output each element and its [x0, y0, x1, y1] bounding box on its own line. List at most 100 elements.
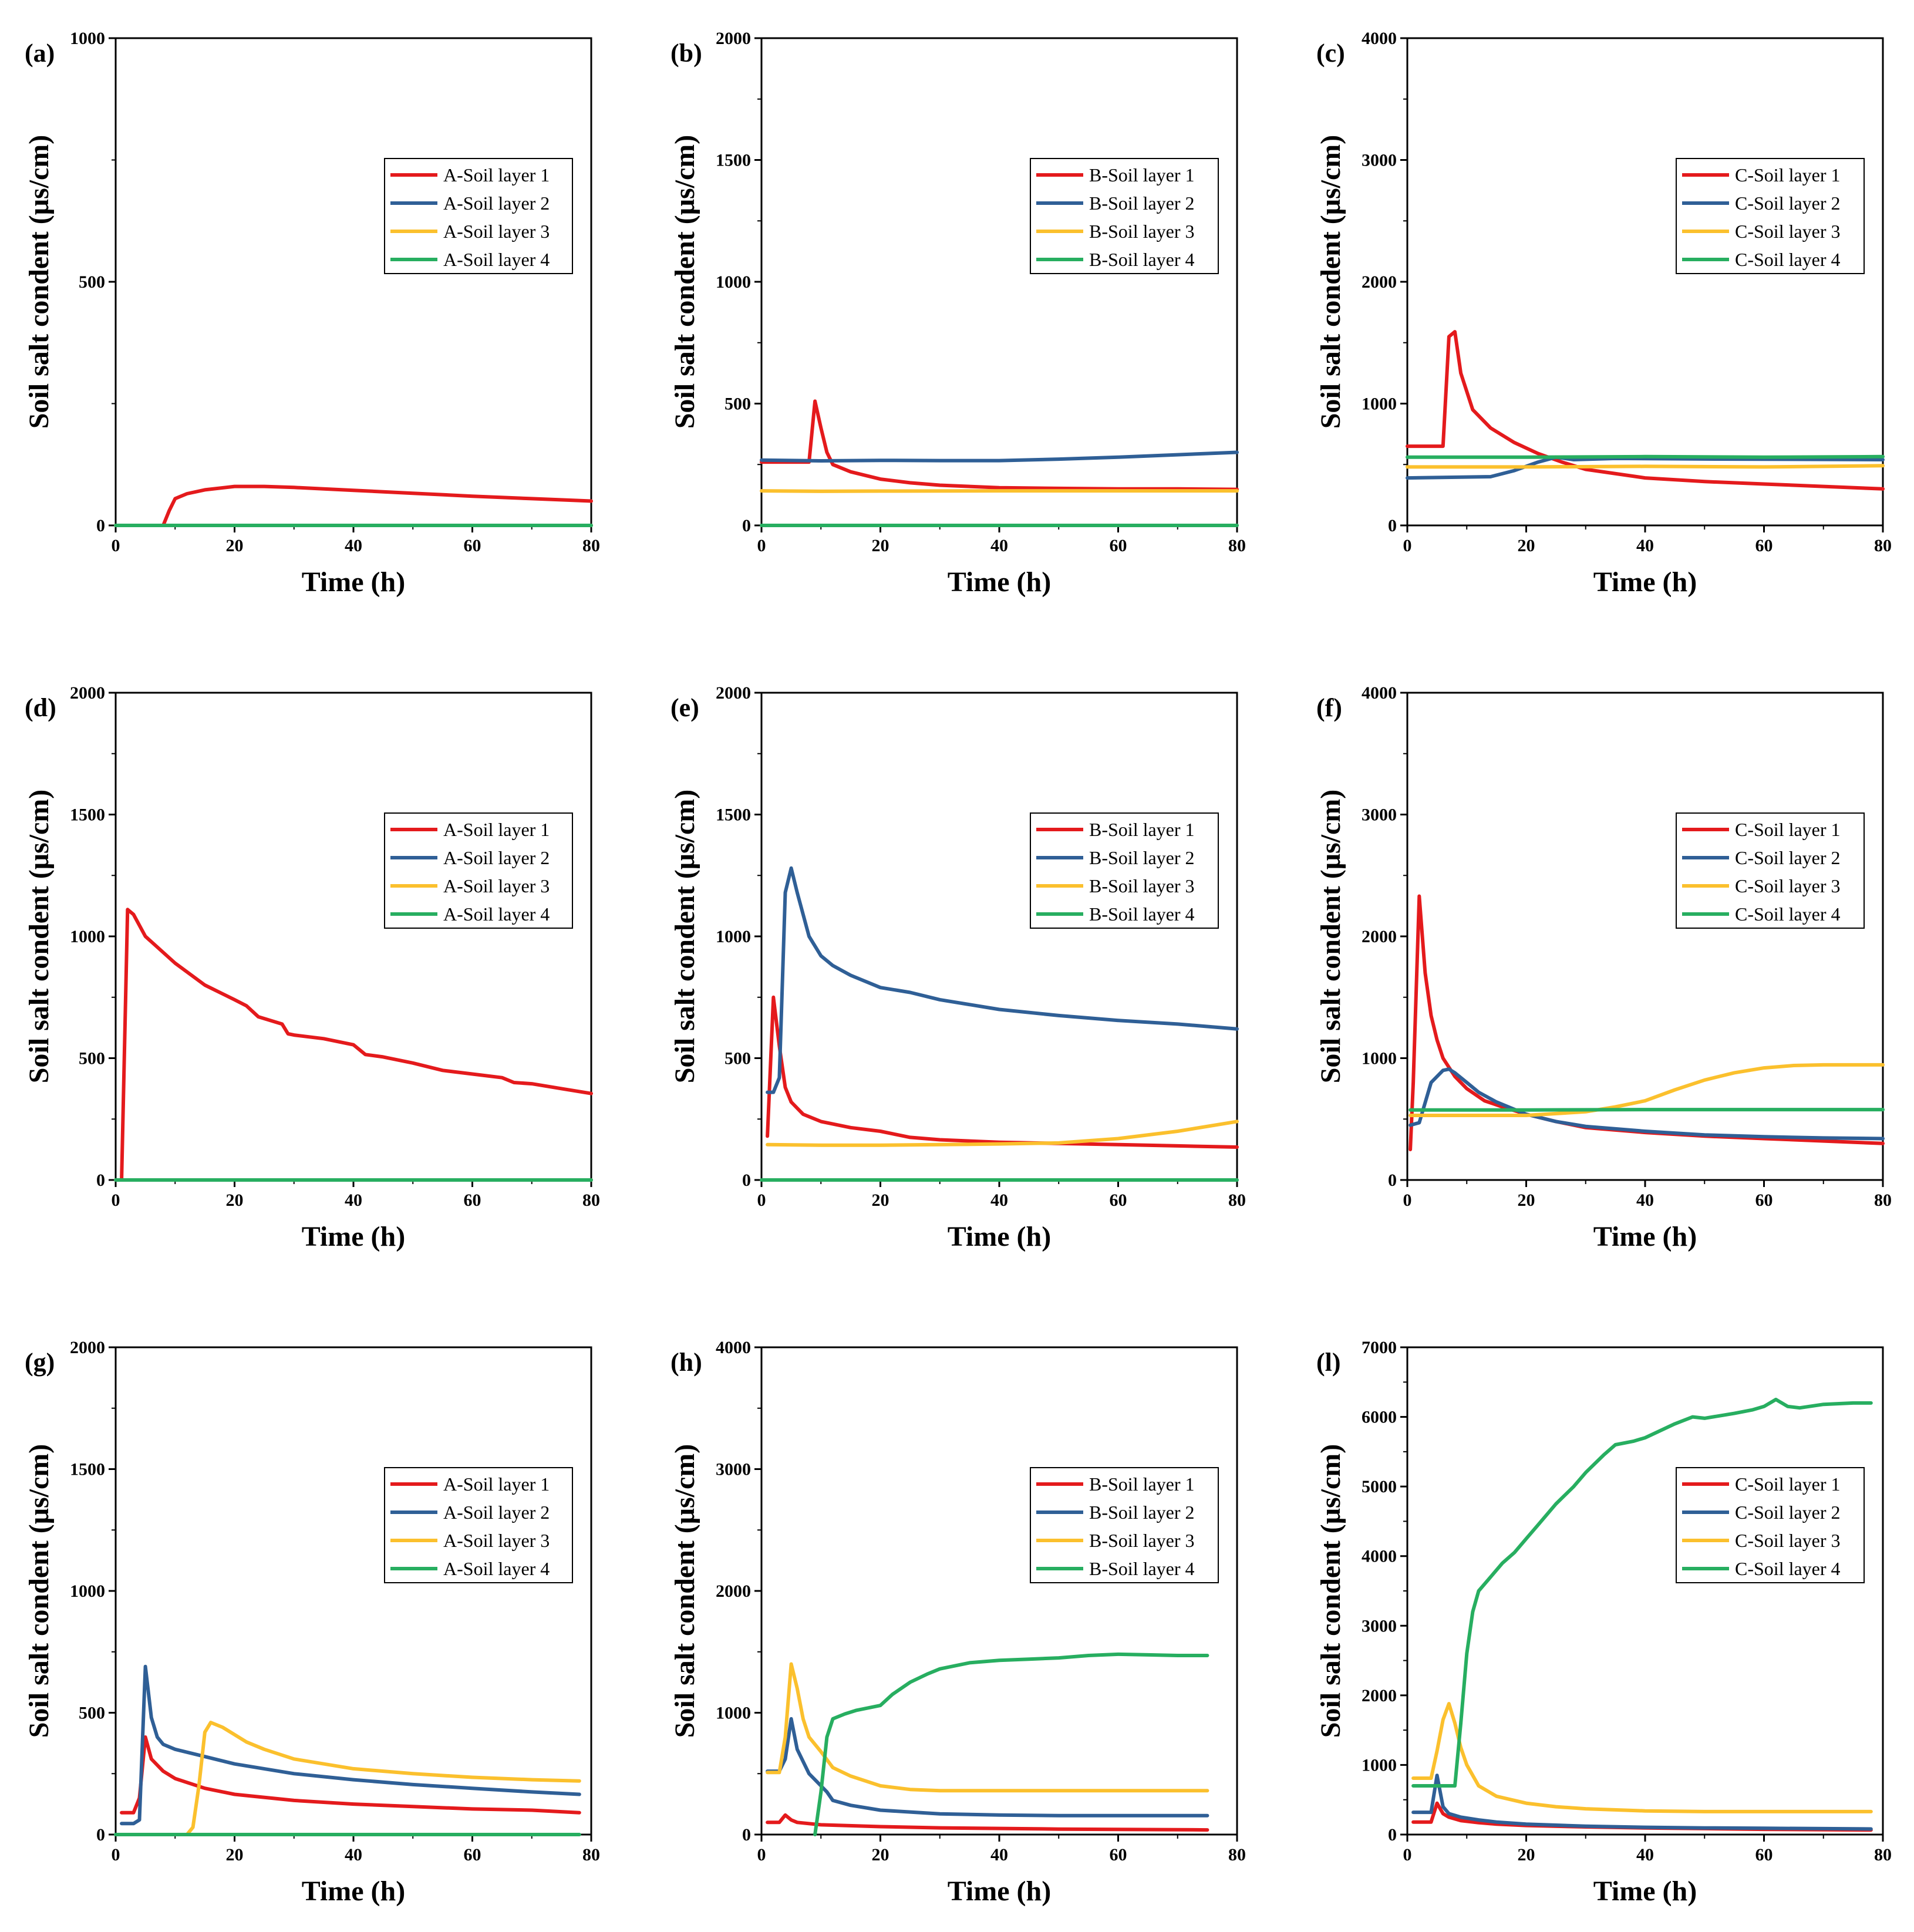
- legend-label: B-Soil layer 3: [1089, 875, 1195, 896]
- legend-label: C-Soil layer 4: [1735, 1558, 1841, 1579]
- x-tick-label: 80: [1874, 536, 1892, 555]
- legend: B-Soil layer 1 B-Soil layer 2 B-Soil layer…: [1030, 1467, 1219, 1583]
- y-tick-label: 3000: [1362, 151, 1397, 170]
- x-tick-label: 80: [1874, 1845, 1892, 1864]
- legend-box: [1030, 1467, 1219, 1583]
- plot-frame: [760, 37, 1238, 527]
- y-tick-label: 2000: [70, 683, 105, 703]
- panel-label: (d): [25, 693, 56, 722]
- y-tick-label: 4000: [1362, 683, 1397, 703]
- y-tick-label: 1500: [716, 151, 751, 170]
- y-tick-label: 2000: [70, 1338, 105, 1357]
- series-line-layer-4: [1411, 1397, 1873, 1788]
- y-tick-label: 1000: [1362, 1755, 1397, 1775]
- legend-label: A-Soil layer 1: [443, 164, 550, 186]
- y-tick-label: 2000: [1362, 272, 1397, 292]
- x-tick-label: 0: [757, 536, 766, 555]
- legend-label: A-Soil layer 4: [443, 903, 550, 925]
- x-tick-label: 40: [345, 536, 362, 555]
- series-line-layer-3: [185, 1721, 581, 1836]
- legend-label: A-Soil layer 2: [443, 193, 550, 214]
- x-tick-label: 80: [1228, 1191, 1246, 1210]
- legend-label: A-Soil layer 3: [443, 875, 550, 896]
- series-line-layer-2: [1408, 1067, 1885, 1141]
- x-axis-title: Time (h): [948, 567, 1051, 598]
- legend-box: [1030, 158, 1219, 274]
- x-tick-label: 20: [872, 536, 889, 555]
- plot-frame: [1406, 37, 1884, 527]
- y-tick-label: 1000: [70, 1582, 105, 1601]
- legend-label: C-Soil layer 2: [1735, 193, 1841, 214]
- legend-label: A-Soil layer 4: [443, 1558, 550, 1579]
- series-line-layer-1: [760, 399, 1239, 491]
- y-tick-label: 5000: [1362, 1477, 1397, 1496]
- legend-label: C-Soil layer 2: [1735, 847, 1841, 868]
- x-tick-label: 0: [112, 1845, 120, 1864]
- x-tick-label: 60: [464, 1191, 481, 1210]
- legend: C-Soil layer 1 C-Soil layer 2 C-Soil layer…: [1676, 1467, 1865, 1583]
- x-tick-label: 60: [1110, 536, 1127, 555]
- x-axis-title: Time (h): [1593, 1876, 1697, 1907]
- x-tick-label: 80: [1228, 536, 1246, 555]
- y-tick-label: 1000: [1362, 395, 1397, 414]
- plot-frame: [1406, 692, 1884, 1181]
- series-line-layer-1: [766, 995, 1239, 1149]
- x-tick-label: 40: [990, 1191, 1008, 1210]
- y-tick-label: 0: [1388, 1171, 1397, 1190]
- x-tick-label: 40: [345, 1191, 362, 1210]
- x-tick-label: 60: [1755, 1845, 1773, 1864]
- panel-label: (b): [670, 39, 702, 68]
- x-tick-label: 20: [226, 536, 244, 555]
- y-tick-label: 500: [79, 1704, 105, 1723]
- x-tick-label: 60: [1755, 536, 1773, 555]
- chart-panel-g: (g) 0 20 40 60 80 0 500 1000 1500 2000 Time (h) Soil…: [23, 1338, 600, 1907]
- y-tick-label: 1000: [716, 1704, 751, 1723]
- x-axis-title: Time (h): [1593, 567, 1697, 598]
- x-axis-title: Time (h): [948, 1221, 1051, 1252]
- x-tick-label: 0: [112, 1191, 120, 1210]
- legend-box: [384, 812, 573, 929]
- legend-label: C-Soil layer 4: [1735, 249, 1841, 270]
- legend-label: C-Soil layer 1: [1735, 1474, 1841, 1495]
- legend: A-Soil layer 1 A-Soil layer 2 A-Soil layer…: [384, 812, 573, 929]
- legend-label: A-Soil layer 1: [443, 1474, 550, 1495]
- legend-label: C-Soil layer 3: [1735, 875, 1841, 896]
- x-tick-label: 0: [1403, 536, 1412, 555]
- legend: C-Soil layer 1 C-Soil layer 2 C-Soil layer…: [1676, 812, 1865, 929]
- legend-label: A-Soil layer 1: [443, 819, 550, 840]
- y-tick-label: 1500: [70, 1460, 105, 1479]
- chart-panel-d: (d) 0 20 40 60 80 0 500 1000 1500 2000 Time (h) Soil…: [23, 683, 600, 1252]
- x-tick-label: 40: [990, 536, 1008, 555]
- y-tick-label: 0: [1388, 516, 1397, 535]
- y-tick-label: 0: [96, 1825, 105, 1845]
- legend-label: B-Soil layer 4: [1089, 1558, 1195, 1579]
- plot-frame: [760, 692, 1238, 1181]
- x-axis-title: Time (h): [948, 1876, 1051, 1907]
- x-tick-label: 60: [1110, 1845, 1127, 1864]
- legend-label: B-Soil layer 3: [1089, 221, 1195, 242]
- y-tick-label: 0: [742, 516, 751, 535]
- x-tick-label: 80: [582, 1191, 600, 1210]
- y-tick-label: 3000: [1362, 805, 1397, 825]
- x-tick-label: 20: [226, 1845, 244, 1864]
- series-line-layer-4: [813, 1652, 1209, 1836]
- legend-label: C-Soil layer 4: [1735, 903, 1841, 925]
- legend-label: C-Soil layer 2: [1735, 1502, 1841, 1523]
- y-axis-title: Soil salt condent (μs/cm): [23, 1444, 55, 1738]
- x-tick-label: 40: [1636, 536, 1654, 555]
- x-tick-label: 80: [1228, 1845, 1246, 1864]
- x-tick-label: 20: [1518, 536, 1535, 555]
- y-axis-title: Soil salt condent (μs/cm): [1315, 790, 1346, 1084]
- y-tick-label: 1500: [716, 805, 751, 825]
- x-tick-label: 20: [872, 1191, 889, 1210]
- legend-label: B-Soil layer 4: [1089, 903, 1195, 925]
- y-tick-label: 2000: [1362, 1686, 1397, 1705]
- y-tick-label: 1000: [70, 927, 105, 946]
- x-tick-label: 80: [1874, 1191, 1892, 1210]
- legend-label: C-Soil layer 1: [1735, 819, 1841, 840]
- legend-box: [1676, 158, 1865, 274]
- legend-box: [384, 1467, 573, 1583]
- legend-label: B-Soil layer 1: [1089, 1474, 1195, 1495]
- x-tick-label: 0: [757, 1191, 766, 1210]
- y-tick-label: 4000: [1362, 1547, 1397, 1566]
